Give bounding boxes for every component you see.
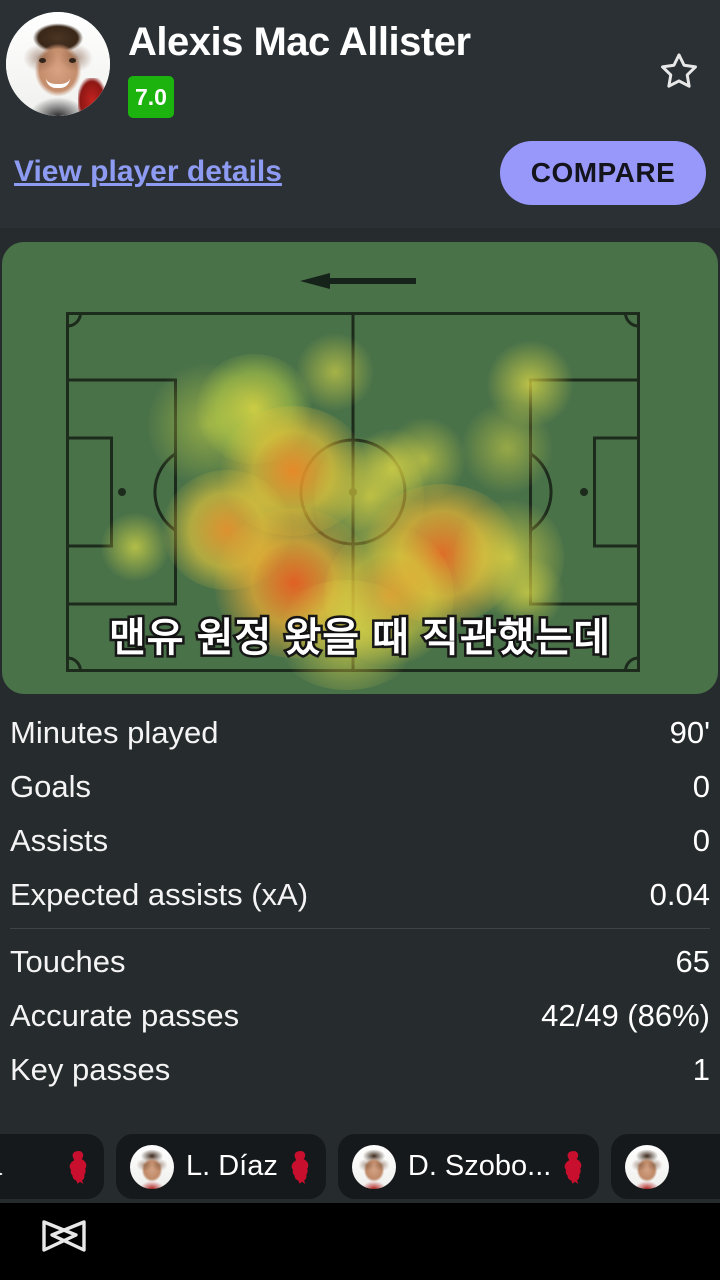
stat-label: Assists bbox=[10, 823, 109, 858]
table-row: Accurate passes 42/49 (86%) bbox=[10, 989, 710, 1043]
table-row: Assists 0 bbox=[10, 814, 710, 868]
stat-value: 1 bbox=[692, 1052, 710, 1087]
stat-label: Minutes played bbox=[10, 715, 219, 750]
tab-player-label: L. Díaz bbox=[186, 1150, 278, 1182]
liverpool-crest-icon bbox=[563, 1150, 585, 1184]
stat-label: Goals bbox=[10, 769, 91, 804]
stat-label: Expected assists (xA) bbox=[10, 877, 309, 912]
status-badge: 7.0 bbox=[128, 76, 174, 118]
stat-value: 65 bbox=[675, 944, 710, 979]
divider bbox=[10, 928, 710, 929]
tab-player-4[interactable] bbox=[611, 1134, 720, 1199]
favorite-star-button[interactable] bbox=[656, 48, 702, 94]
stat-label: Accurate passes bbox=[10, 998, 240, 1033]
stat-label: Touches bbox=[10, 944, 126, 979]
table-row: Goals 0 bbox=[10, 760, 710, 814]
table-row: Minutes played 90' bbox=[10, 706, 710, 760]
stat-value: 42/49 (86%) bbox=[541, 998, 710, 1033]
avatar bbox=[625, 1144, 670, 1189]
player-tab-bar[interactable]: a L. Díaz D. Szobo... bbox=[0, 1130, 720, 1203]
star-outline-icon bbox=[658, 50, 700, 92]
stat-value: 90' bbox=[669, 715, 710, 750]
stat-label: Key passes bbox=[10, 1052, 171, 1087]
video-subtitle: 맨유 원정 왔을 때 직관했는데 bbox=[106, 614, 612, 663]
view-player-details-link[interactable]: View player details bbox=[14, 155, 282, 188]
page-title: Alexis Mac Allister bbox=[128, 20, 471, 64]
tab-player-1[interactable]: a bbox=[0, 1134, 104, 1199]
compare-button[interactable]: COMPARE bbox=[500, 141, 706, 205]
tab-player-2[interactable]: L. Díaz bbox=[116, 1134, 326, 1199]
liverpool-crest-icon bbox=[290, 1150, 312, 1184]
table-row: Touches 65 bbox=[10, 935, 710, 989]
avatar bbox=[130, 1144, 174, 1189]
stats-list: Minutes played 90' Goals 0 Assists 0 Exp… bbox=[0, 706, 720, 1131]
arrow-left-icon bbox=[296, 268, 416, 294]
stat-value: 0 bbox=[692, 823, 710, 858]
table-row-clipped bbox=[10, 1097, 710, 1131]
stat-value: 0.04 bbox=[649, 877, 710, 912]
stat-value: 0 bbox=[692, 769, 710, 804]
avatar bbox=[351, 1144, 396, 1189]
table-row: Key passes 1 bbox=[10, 1043, 710, 1097]
player-header: Alexis Mac Allister 7.0 View player deta… bbox=[0, 0, 720, 228]
tab-player-3[interactable]: D. Szobo... bbox=[337, 1134, 600, 1199]
liverpool-crest-icon bbox=[68, 1150, 90, 1184]
tab-player-label: a bbox=[0, 1150, 56, 1183]
capcut-logo-icon bbox=[36, 1214, 92, 1258]
table-row: Expected assists (xA) 0.04 bbox=[10, 868, 710, 922]
tab-player-label: D. Szobo... bbox=[407, 1150, 552, 1182]
bottom-bar bbox=[0, 1203, 720, 1280]
avatar bbox=[6, 12, 110, 116]
